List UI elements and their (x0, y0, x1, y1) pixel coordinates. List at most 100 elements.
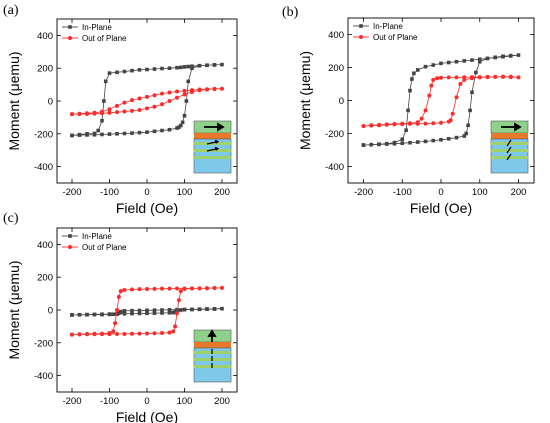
data-point (220, 62, 224, 67)
data-point (152, 93, 157, 98)
data-point (493, 74, 498, 79)
arrow-canted (506, 139, 512, 147)
data-point (450, 111, 455, 116)
data-point (160, 102, 164, 107)
y-tick-label: 0 (339, 96, 344, 107)
data-point (466, 123, 470, 128)
data-point (419, 116, 424, 121)
data-point (212, 87, 217, 92)
data-point (197, 307, 202, 311)
data-point (167, 330, 172, 335)
data-point (122, 287, 127, 292)
data-point (152, 286, 157, 291)
x-tick-label: 0 (144, 187, 149, 198)
data-point (508, 53, 513, 58)
data-point (177, 125, 181, 130)
legend-entry: In-Plane (82, 232, 112, 241)
data-point (145, 94, 149, 99)
inset-green-stripe (194, 142, 231, 145)
y-tick-label: 200 (37, 64, 53, 75)
data-point (431, 121, 436, 126)
data-point (152, 331, 157, 336)
data-point (130, 287, 134, 292)
data-point (103, 79, 108, 84)
data-point (190, 66, 194, 70)
arrow-head (514, 122, 522, 132)
x-tick-label: -200 (62, 396, 81, 407)
data-point (377, 123, 381, 128)
data-point (107, 107, 112, 112)
data-point (446, 60, 451, 65)
data-point (423, 121, 428, 126)
data-point (178, 308, 183, 312)
arrow-canted (506, 146, 512, 154)
data-point (412, 71, 416, 76)
data-point (85, 312, 89, 317)
data-point (435, 76, 440, 81)
data-point (175, 95, 179, 100)
inset-orange-layer (194, 342, 231, 348)
data-point (107, 312, 112, 317)
inset-layer-stack (193, 329, 232, 383)
data-point (118, 309, 123, 314)
data-point (369, 142, 374, 147)
data-point (423, 139, 428, 144)
arrow-head (217, 122, 225, 132)
data-point (400, 141, 405, 146)
data-point (137, 68, 142, 72)
data-point (468, 108, 472, 113)
data-point (182, 65, 187, 69)
data-point (100, 111, 104, 116)
data-point (477, 75, 482, 80)
panel-label: (a) (3, 3, 19, 18)
y-axis-label: Moment (μemu) (6, 51, 22, 150)
inset-layer-stack (193, 120, 232, 174)
data-point (117, 311, 121, 316)
y-tick-label: -200 (34, 129, 53, 140)
data-point (145, 331, 149, 336)
data-point (485, 75, 490, 80)
data-point (145, 287, 149, 292)
data-point (70, 332, 74, 337)
data-point (361, 124, 366, 129)
data-point (137, 308, 142, 313)
legend-entry: In-Plane (82, 23, 112, 32)
inset-green-stripe (194, 149, 231, 152)
data-point (182, 92, 187, 97)
data-point (439, 75, 443, 80)
data-point (392, 122, 397, 127)
chart-panel: (c) -200 -100 0 100 200 -400 -200 0 200 400 Field (… (3, 211, 238, 423)
data-point (400, 122, 405, 127)
data-point (130, 68, 134, 73)
data-point (145, 311, 149, 316)
legend-swatch-marker (68, 36, 72, 40)
data-point (137, 130, 142, 135)
data-point (130, 98, 134, 103)
x-tick-label: 100 (472, 187, 488, 198)
data-point (100, 332, 104, 337)
legend-swatch-marker (359, 35, 363, 39)
data-point (115, 308, 119, 312)
data-point (77, 112, 82, 117)
data-point (167, 90, 172, 95)
data-point (70, 112, 74, 117)
data-point (423, 64, 428, 69)
data-point (111, 329, 116, 334)
data-point (137, 108, 142, 113)
inset-arrows (207, 329, 217, 368)
inset-orange-layer (491, 133, 528, 139)
data-point (474, 70, 478, 75)
data-point (173, 324, 178, 329)
data-point (145, 130, 149, 134)
data-point (175, 286, 179, 291)
data-point (190, 89, 194, 94)
data-point (470, 58, 474, 62)
data-point (178, 123, 183, 128)
data-point (85, 111, 89, 116)
data-point (122, 100, 127, 105)
data-point (152, 308, 157, 312)
data-point (77, 312, 82, 317)
y-tick-label: 400 (37, 240, 53, 251)
x-axis-label: Field (Oe) (116, 200, 178, 216)
